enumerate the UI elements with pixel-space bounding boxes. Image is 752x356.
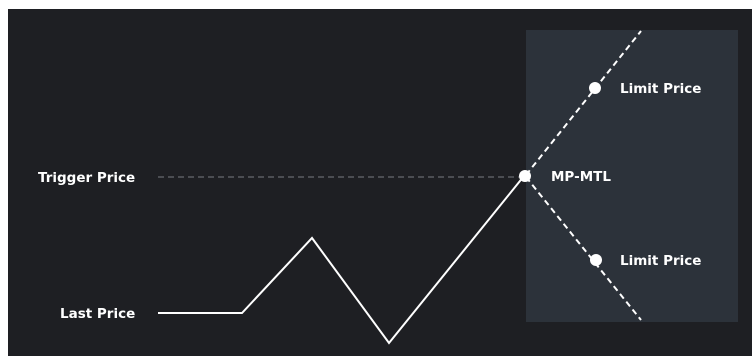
last-price-path [158, 175, 525, 345]
price-diagram [158, 30, 642, 345]
lower-dashed-branch [525, 176, 642, 321]
last-price-label: Last Price [60, 306, 136, 322]
lower-limit-price-point [590, 254, 602, 266]
upper-limit-price-label: Limit Price [620, 81, 702, 97]
mp-mtl-point [519, 170, 531, 182]
lower-limit-price-label: Limit Price [620, 253, 702, 269]
upper-dashed-branch [525, 30, 642, 176]
upper-limit-price-point [589, 82, 601, 94]
trigger-price-label: Trigger Price [38, 170, 136, 186]
mp-mtl-label: MP-MTL [551, 169, 611, 185]
order-range-panel [526, 30, 738, 322]
diagram-canvas: Trigger Price Last Price MP-MTL Limit Pr… [8, 9, 752, 356]
